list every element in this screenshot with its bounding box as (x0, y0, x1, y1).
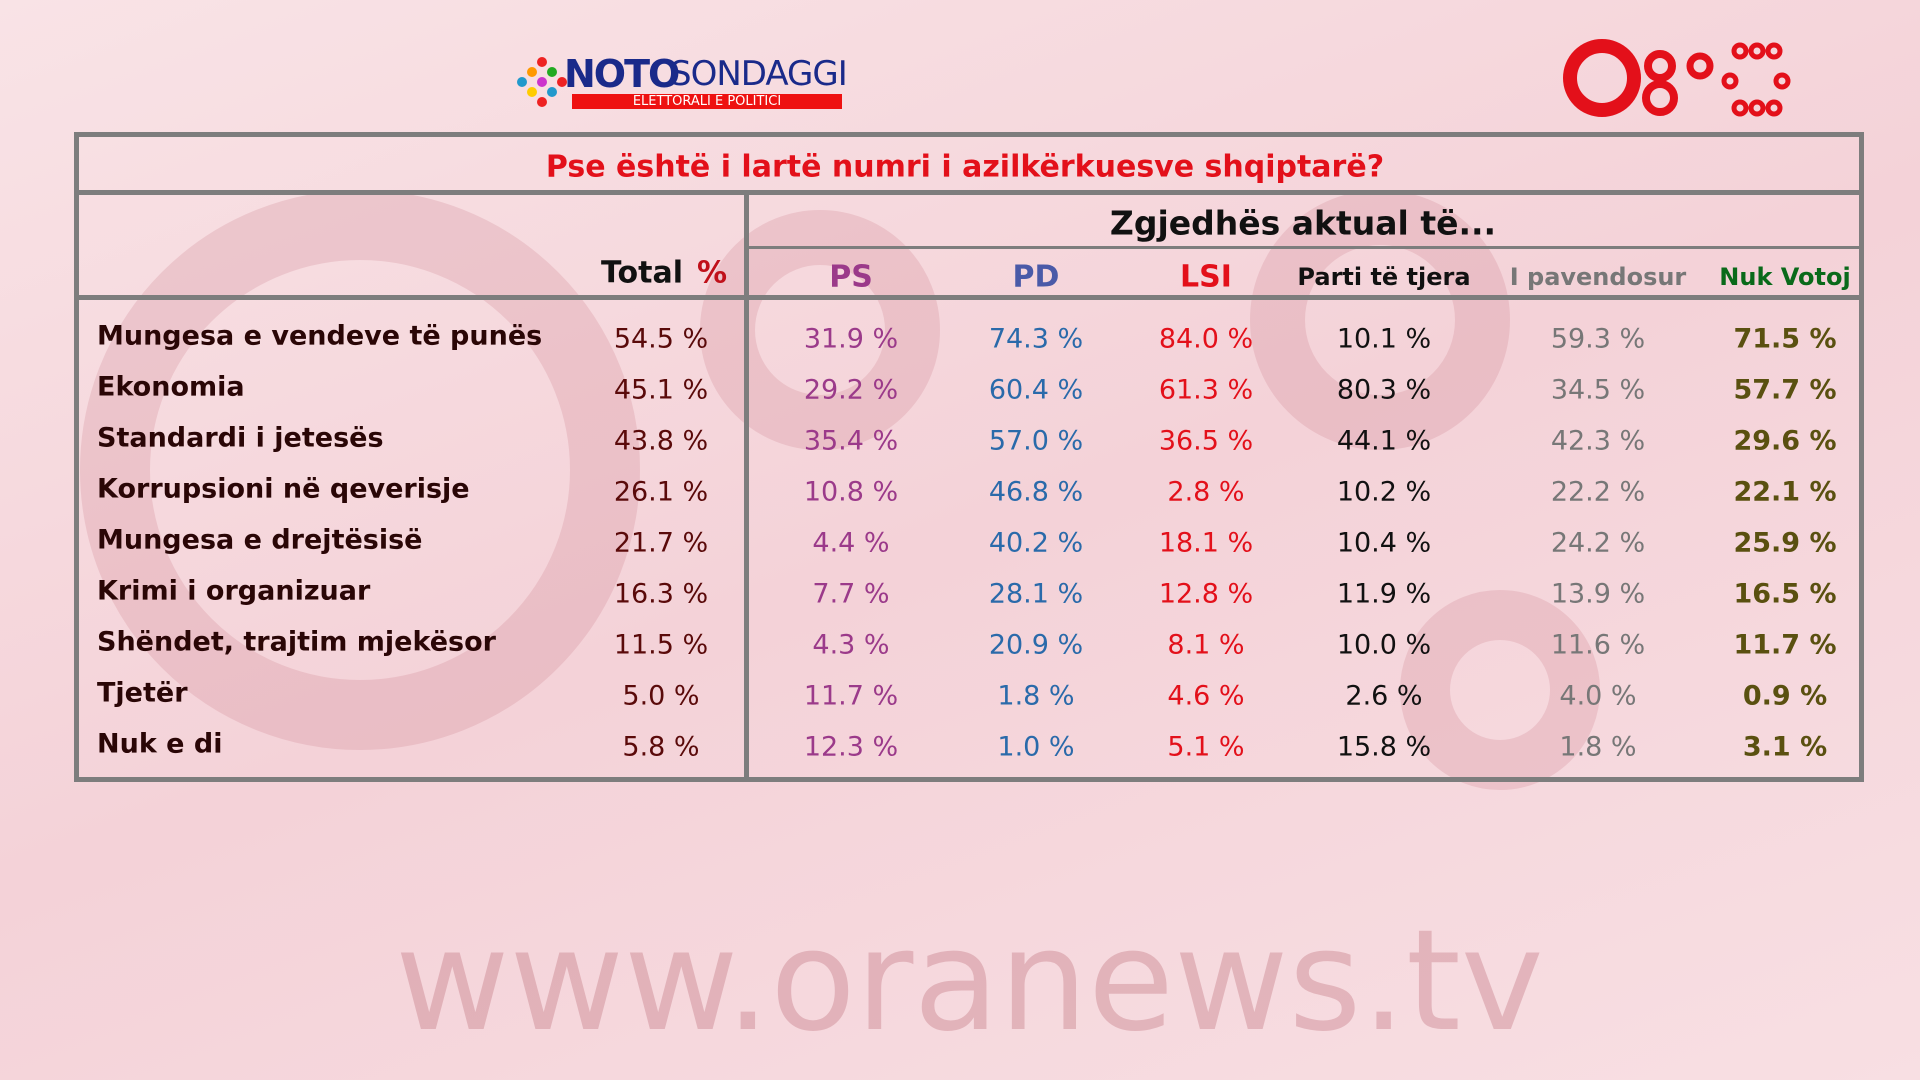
total-header: Total (601, 255, 683, 291)
cell-value: 22.2 % (1550, 476, 1646, 508)
cell-value: 10.8 % (803, 476, 899, 508)
cell-value: 43.8 % (613, 425, 709, 457)
logo-tagline: ELETTORALI E POLITICI (572, 94, 842, 109)
cell-value: 71.5 % (1733, 323, 1837, 355)
cell-value: 11.5 % (613, 629, 709, 661)
row-label: Shëndet, trajtim mjekësor (97, 626, 496, 658)
cell-value: 15.8 % (1336, 731, 1432, 763)
cell-value: 5.1 % (1167, 731, 1245, 763)
cell-value: 1.8 % (997, 680, 1075, 712)
column-header: PS (829, 259, 873, 295)
cell-value: 11.7 % (803, 680, 899, 712)
cell-value: 11.7 % (1733, 629, 1837, 661)
column-header: Parti të tjera (1297, 263, 1471, 291)
cell-value: 20.9 % (988, 629, 1084, 661)
ora-logo (1563, 39, 1791, 117)
cell-value: 8.1 % (1167, 629, 1245, 661)
cell-value: 12.8 % (1158, 578, 1254, 610)
cell-value: 10.0 % (1336, 629, 1432, 661)
row-label: Krimi i organizuar (97, 575, 371, 607)
column-header: Nuk Votoj (1719, 263, 1851, 291)
cell-value: 2.6 % (1345, 680, 1423, 712)
row-label: Korrupsioni në qeverisje (97, 473, 470, 505)
column-header: LSI (1180, 259, 1232, 295)
row-label: Mungesa e drejtësisë (97, 524, 423, 556)
cell-value: 4.4 % (812, 527, 890, 559)
logo-dots (517, 57, 567, 107)
cell-value: 13.9 % (1550, 578, 1646, 610)
group-header: Zgjedhës aktual të... (1109, 203, 1497, 243)
cell-value: 54.5 % (613, 323, 709, 355)
cell-value: 4.6 % (1167, 680, 1245, 712)
logo-sondaggi: SONDAGGI (670, 54, 848, 94)
cell-value: 35.4 % (803, 425, 899, 457)
cell-value: 28.1 % (988, 578, 1084, 610)
header-divider (74, 295, 1864, 300)
cell-value: 4.0 % (1559, 680, 1637, 712)
cell-value: 80.3 % (1336, 374, 1432, 406)
noto-logo: NOTO SONDAGGI ELETTORALI E POLITICI (512, 52, 852, 112)
cell-value: 31.9 % (803, 323, 899, 355)
cell-value: 16.3 % (613, 578, 709, 610)
cell-value: 4.3 % (812, 629, 890, 661)
row-label: Mungesa e vendeve të punës (97, 320, 543, 352)
cell-value: 61.3 % (1158, 374, 1254, 406)
cell-value: 29.6 % (1733, 425, 1837, 457)
cell-value: 12.3 % (803, 731, 899, 763)
table-title: Pse është i lartë numri i azilkërkuesve … (545, 149, 1385, 185)
cell-value: 34.5 % (1550, 374, 1646, 406)
cell-value: 46.8 % (988, 476, 1084, 508)
cell-value: 21.7 % (613, 527, 709, 559)
column-header: I pavendosur (1509, 263, 1687, 291)
cell-value: 3.1 % (1742, 731, 1828, 763)
cell-value: 22.1 % (1733, 476, 1837, 508)
cell-value: 84.0 % (1158, 323, 1254, 355)
watermark-text: www.oranews.tv (395, 900, 1544, 1063)
cell-value: 59.3 % (1550, 323, 1646, 355)
cell-value: 10.2 % (1336, 476, 1432, 508)
group-divider (746, 246, 1864, 249)
cell-value: 29.2 % (803, 374, 899, 406)
cell-value: 44.1 % (1336, 425, 1432, 457)
cell-value: 24.2 % (1550, 527, 1646, 559)
cell-value: 57.0 % (988, 425, 1084, 457)
cell-value: 1.0 % (997, 731, 1075, 763)
cell-value: 25.9 % (1733, 527, 1837, 559)
column-header: PD (1012, 259, 1060, 295)
cell-value: 16.5 % (1733, 578, 1837, 610)
cell-value: 10.4 % (1336, 527, 1432, 559)
title-divider (74, 190, 1864, 195)
cell-value: 36.5 % (1158, 425, 1254, 457)
column-divider (744, 193, 749, 782)
table (74, 132, 1864, 782)
cell-value: 26.1 % (613, 476, 709, 508)
cell-value: 18.1 % (1158, 527, 1254, 559)
cell-value: 74.3 % (988, 323, 1084, 355)
row-label: Tjetër (97, 677, 188, 709)
cell-value: 5.8 % (622, 731, 700, 763)
cell-value: 11.6 % (1550, 629, 1646, 661)
cell-value: 57.7 % (1733, 374, 1837, 406)
row-label: Nuk e di (97, 728, 223, 760)
cell-value: 60.4 % (988, 374, 1084, 406)
cell-value: 11.9 % (1336, 578, 1432, 610)
cell-value: 1.8 % (1559, 731, 1637, 763)
row-label: Standardi i jetesës (97, 422, 384, 454)
cell-value: 7.7 % (812, 578, 890, 610)
cell-value: 5.0 % (622, 680, 700, 712)
cell-value: 0.9 % (1742, 680, 1828, 712)
cell-value: 2.8 % (1167, 476, 1245, 508)
logo-noto: NOTO (564, 52, 680, 96)
cell-value: 45.1 % (613, 374, 709, 406)
row-label: Ekonomia (97, 371, 245, 403)
cell-value: 40.2 % (988, 527, 1084, 559)
cell-value: 42.3 % (1550, 425, 1646, 457)
cell-value: 10.1 % (1336, 323, 1432, 355)
total-unit: % (696, 255, 728, 291)
